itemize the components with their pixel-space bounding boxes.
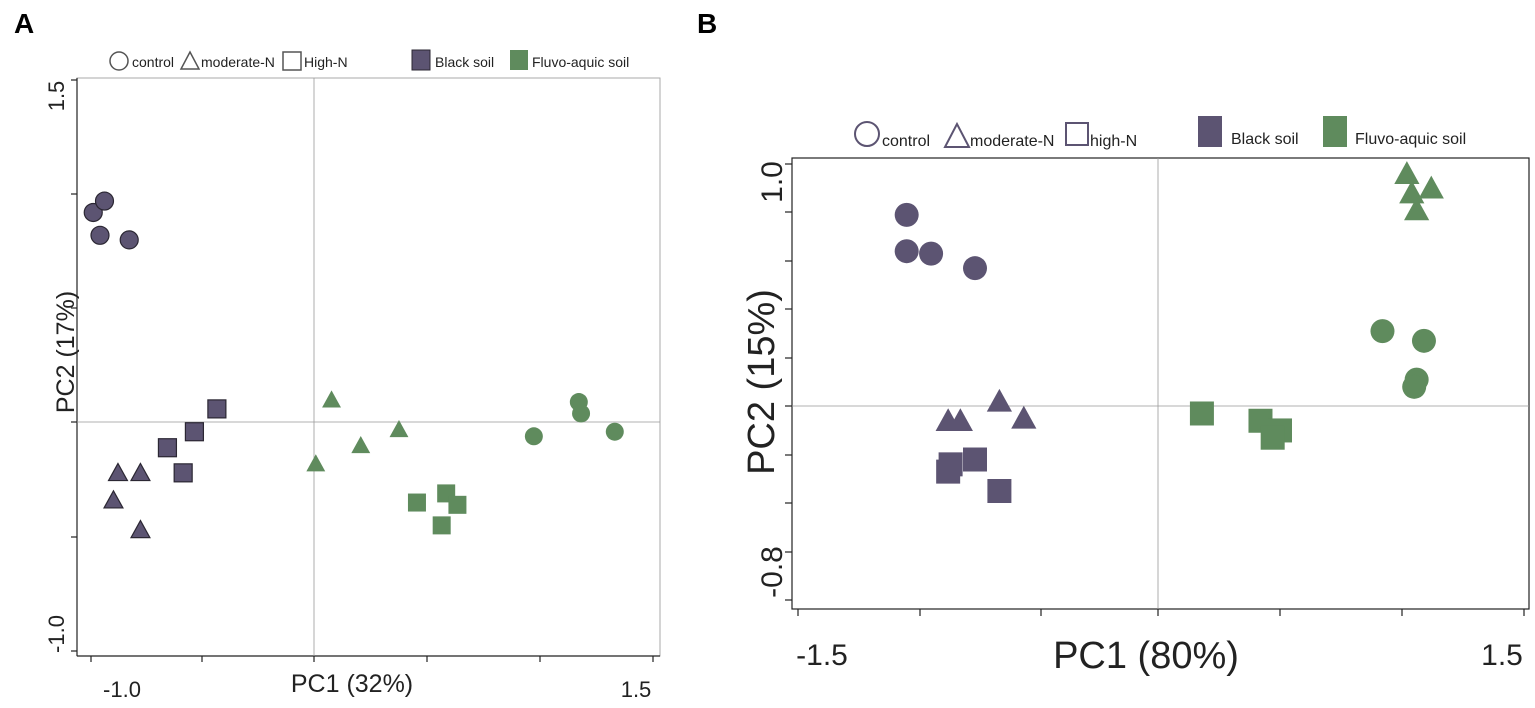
panel-a-fluvo-aquic-soil-moderate-n-point-3 bbox=[389, 420, 409, 438]
panel-b-black-soil-high-n-point-2 bbox=[936, 459, 961, 484]
panel-b-black-soil-control-point-1 bbox=[894, 239, 919, 264]
panel-b-black-soil-control-point-0 bbox=[894, 202, 919, 227]
legend-black-soil-label: Black soil bbox=[435, 54, 494, 70]
panel-a-ytick-min: -1.0 bbox=[44, 615, 69, 653]
panel-b-fluvo-aquic-soil-high-n-point-0 bbox=[1189, 401, 1214, 426]
legend-high-n-icon bbox=[282, 51, 302, 71]
panel-a-fluvo-aquic-soil-high-n-point-2 bbox=[448, 495, 467, 514]
panel-a-black-soil-moderate-n-point-3 bbox=[129, 519, 151, 539]
panel-b-xlabel: PC1 (80%) bbox=[1053, 635, 1239, 677]
legend-control-icon bbox=[109, 51, 129, 71]
panel-b-black-soil-control-point-2 bbox=[919, 241, 944, 266]
panel-b-legend: control moderate-N high-N Black soil Flu… bbox=[854, 116, 1466, 150]
panel-b-black-soil-moderate-n-point-0 bbox=[986, 388, 1012, 412]
panel-a-fluvo-aquic-soil-moderate-n-point-0 bbox=[322, 390, 341, 408]
panel-a-points bbox=[83, 191, 624, 539]
panel-b-black-soil-moderate-n-point-3 bbox=[1011, 405, 1037, 429]
legend-b-control-icon bbox=[854, 121, 880, 147]
panel-b-points bbox=[894, 161, 1444, 503]
panel-a-ytick-max: 1.5 bbox=[44, 81, 69, 112]
panel-b-ticks bbox=[785, 163, 1525, 616]
panel-a-black-soil-high-n-point-3 bbox=[173, 463, 193, 483]
panel-a-black-soil-control-point-1 bbox=[94, 191, 115, 211]
panel-a-black-soil-control-point-0 bbox=[83, 202, 103, 223]
panel-a-fluvo-aquic-soil-control-point-3 bbox=[605, 422, 624, 441]
panel-b-ylabel: PC2 (15%) bbox=[741, 289, 783, 475]
panel-a-black-soil-high-n-point-0 bbox=[207, 399, 227, 419]
legend-b-fluvo-aquic-soil-label: Fluvo-aquic soil bbox=[1355, 131, 1466, 148]
legend-fluvo-aquic-soil-label: Fluvo-aquic soil bbox=[532, 54, 629, 70]
legend-moderate-n-label: moderate-N bbox=[201, 54, 275, 70]
panel-a-fluvo-aquic-soil-high-n-point-3 bbox=[432, 516, 451, 535]
legend-control-label: control bbox=[132, 54, 174, 70]
panel-a-frame bbox=[76, 77, 661, 657]
legend-fluvo-aquic-soil-icon bbox=[510, 50, 528, 70]
panel-a-black-soil-control-point-3 bbox=[119, 230, 139, 250]
panel-b-xtick-max: 1.5 bbox=[1481, 639, 1523, 672]
panel-a-ylabel: PC2 (17%) bbox=[52, 291, 80, 413]
panel-b-black-soil-high-n-point-3 bbox=[987, 479, 1012, 503]
panel-b-ytick-min: -0.8 bbox=[756, 546, 789, 598]
panel-a-fluvo-aquic-soil-high-n-point-0 bbox=[407, 493, 426, 512]
legend-b-black-soil-label: Black soil bbox=[1231, 131, 1299, 148]
panel-b-fluvo-aquic-soil-moderate-n-point-3 bbox=[1404, 197, 1430, 221]
legend-b-control-label: control bbox=[882, 133, 930, 150]
legend-b-black-soil-icon bbox=[1198, 116, 1222, 147]
panel-a-xlabel: PC1 (32%) bbox=[291, 670, 413, 698]
legend-black-soil-icon bbox=[411, 49, 431, 71]
panel-b-xtick-min: -1.5 bbox=[796, 639, 848, 672]
panel-b-black-soil-moderate-n-point-2 bbox=[947, 408, 973, 432]
legend-high-n-label: High-N bbox=[304, 54, 348, 70]
panel-b: B control moderate-N high-N Black soil F… bbox=[697, 8, 1530, 677]
panel-a-xtick-max: 1.5 bbox=[621, 677, 652, 702]
panel-b-fluvo-aquic-soil-control-point-0 bbox=[1370, 319, 1395, 344]
legend-b-high-n-label: high-N bbox=[1090, 133, 1137, 150]
panel-b-black-soil-high-n-point-1 bbox=[963, 447, 987, 472]
panel-a-black-soil-moderate-n-point-0 bbox=[107, 462, 129, 482]
panel-b-fluvo-aquic-soil-moderate-n-point-1 bbox=[1399, 180, 1425, 204]
panel-a-black-soil-high-n-point-2 bbox=[157, 438, 178, 458]
panel-a-black-soil-control-point-2 bbox=[90, 225, 110, 245]
panel-b-black-soil-control-point-3 bbox=[963, 256, 987, 281]
legend-b-moderate-n-label: moderate-N bbox=[970, 133, 1054, 150]
panel-a-label: A bbox=[14, 8, 34, 39]
legend-b-high-n-icon bbox=[1065, 122, 1089, 146]
legend-b-fluvo-aquic-soil-icon bbox=[1323, 116, 1347, 147]
panel-b-fluvo-aquic-soil-moderate-n-point-0 bbox=[1394, 161, 1420, 184]
panel-b-label: B bbox=[697, 8, 717, 39]
panel-b-fluvo-aquic-soil-control-point-3 bbox=[1402, 374, 1427, 399]
panel-a-black-soil-high-n-point-1 bbox=[184, 422, 205, 442]
panel-b-fluvo-aquic-soil-high-n-point-3 bbox=[1260, 425, 1285, 450]
panel-a-black-soil-moderate-n-point-2 bbox=[103, 489, 124, 509]
legend-b-moderate-n-icon bbox=[943, 121, 971, 148]
panel-b-fluvo-aquic-soil-moderate-n-point-2 bbox=[1418, 175, 1444, 199]
panel-a-fluvo-aquic-soil-control-point-1 bbox=[572, 404, 591, 423]
panel-a: A control moderate-N High-N Black soil F… bbox=[14, 8, 661, 702]
panel-a-legend: control moderate-N High-N Black soil Flu… bbox=[109, 49, 629, 71]
panel-a-ticks bbox=[71, 79, 654, 662]
legend-moderate-n-icon bbox=[179, 50, 201, 70]
panel-a-xtick-min: -1.0 bbox=[103, 677, 141, 702]
panel-a-fluvo-aquic-soil-moderate-n-point-1 bbox=[306, 454, 326, 472]
panel-a-fluvo-aquic-soil-moderate-n-point-2 bbox=[351, 436, 371, 454]
panel-b-frame bbox=[791, 157, 1530, 610]
panel-a-black-soil-moderate-n-point-1 bbox=[129, 462, 151, 482]
panel-b-fluvo-aquic-soil-control-point-1 bbox=[1411, 328, 1436, 353]
panel-b-ytick-max: 1.0 bbox=[756, 161, 789, 203]
panel-a-fluvo-aquic-soil-control-point-2 bbox=[524, 427, 543, 446]
